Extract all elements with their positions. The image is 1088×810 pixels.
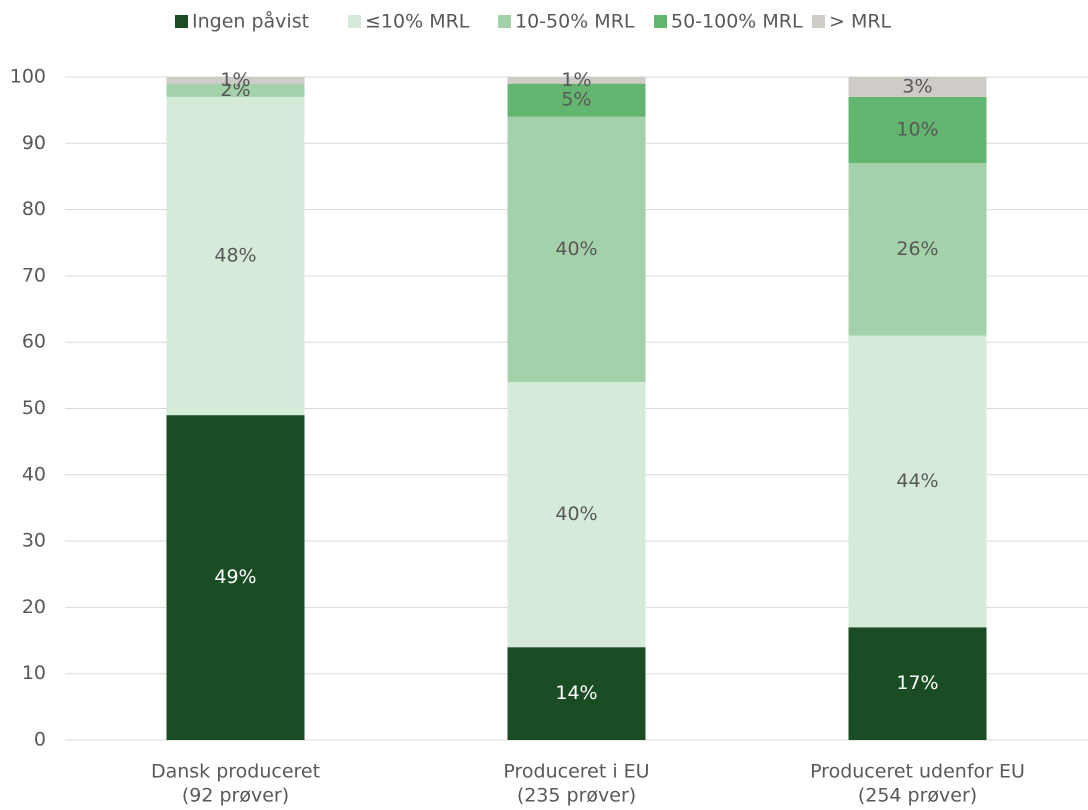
bar-segment — [848, 77, 987, 97]
data-label: 3% — [902, 75, 932, 97]
data-label: 40% — [555, 503, 597, 525]
bar-segment — [166, 77, 305, 84]
y-tick-label: 0 — [34, 729, 46, 751]
y-tick-label: 40 — [22, 463, 46, 485]
bar-segment — [166, 83, 305, 97]
data-label: 44% — [896, 470, 938, 492]
legend-swatch — [348, 15, 361, 28]
y-tick-label: 50 — [22, 397, 46, 419]
y-tick-label: 60 — [22, 331, 46, 353]
x-tick-label: (235 prøver) — [517, 785, 636, 807]
x-tick-label: (254 prøver) — [858, 785, 977, 807]
data-label: 1% — [561, 69, 591, 91]
bar-segment — [507, 647, 646, 740]
legend-label: 50-100% MRL — [671, 11, 803, 33]
data-label: 48% — [214, 245, 256, 267]
data-label: 5% — [561, 89, 591, 111]
x-tick-label: (92 prøver) — [182, 785, 289, 807]
legend-label: 10-50% MRL — [515, 11, 635, 33]
data-label: 40% — [555, 238, 597, 260]
y-tick-label: 100 — [10, 66, 46, 88]
bar-segment — [507, 116, 646, 382]
legend-label: ≤10% MRL — [365, 11, 470, 33]
legend-label: Ingen påvist — [192, 10, 309, 33]
y-tick-label: 20 — [22, 596, 46, 618]
bar-segment — [848, 96, 987, 164]
bar-segment — [507, 77, 646, 84]
legend-swatch — [175, 15, 188, 28]
bar-segment — [507, 83, 646, 117]
legend-label: > MRL — [829, 11, 892, 33]
data-label: 26% — [896, 238, 938, 260]
bar-segment — [166, 96, 305, 416]
bar-segment — [848, 163, 987, 336]
data-label: 1% — [220, 69, 250, 91]
bar-segment — [848, 627, 987, 740]
bar-segment — [848, 335, 987, 628]
data-label: 10% — [896, 119, 938, 141]
data-label: 14% — [555, 682, 597, 704]
y-tick-label: 10 — [22, 662, 46, 684]
bar-segment — [166, 415, 305, 740]
data-label: 2% — [220, 79, 250, 101]
bar-segment — [507, 381, 646, 648]
legend-swatch — [654, 15, 667, 28]
x-tick-label: Produceret udenfor EU — [810, 761, 1025, 783]
data-label: 49% — [214, 566, 256, 588]
y-tick-label: 70 — [22, 264, 46, 286]
y-tick-label: 90 — [22, 132, 46, 154]
data-label: 17% — [896, 672, 938, 694]
legend-swatch — [812, 15, 825, 28]
y-tick-label: 30 — [22, 530, 46, 552]
y-tick-label: 80 — [22, 198, 46, 220]
x-tick-label: Dansk produceret — [151, 761, 320, 783]
legend-swatch — [498, 15, 511, 28]
x-tick-label: Produceret i EU — [503, 761, 649, 783]
